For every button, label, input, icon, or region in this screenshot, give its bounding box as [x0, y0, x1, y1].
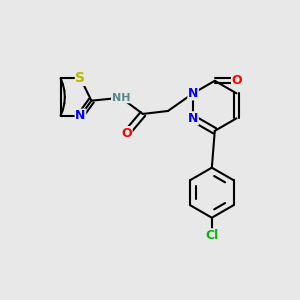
Text: Cl: Cl — [205, 229, 218, 242]
Text: N: N — [75, 109, 85, 122]
Text: O: O — [122, 127, 132, 140]
Text: NH: NH — [112, 93, 130, 103]
Text: S: S — [76, 71, 85, 85]
Text: N: N — [188, 112, 198, 125]
Text: O: O — [232, 74, 242, 87]
Text: N: N — [188, 87, 198, 100]
